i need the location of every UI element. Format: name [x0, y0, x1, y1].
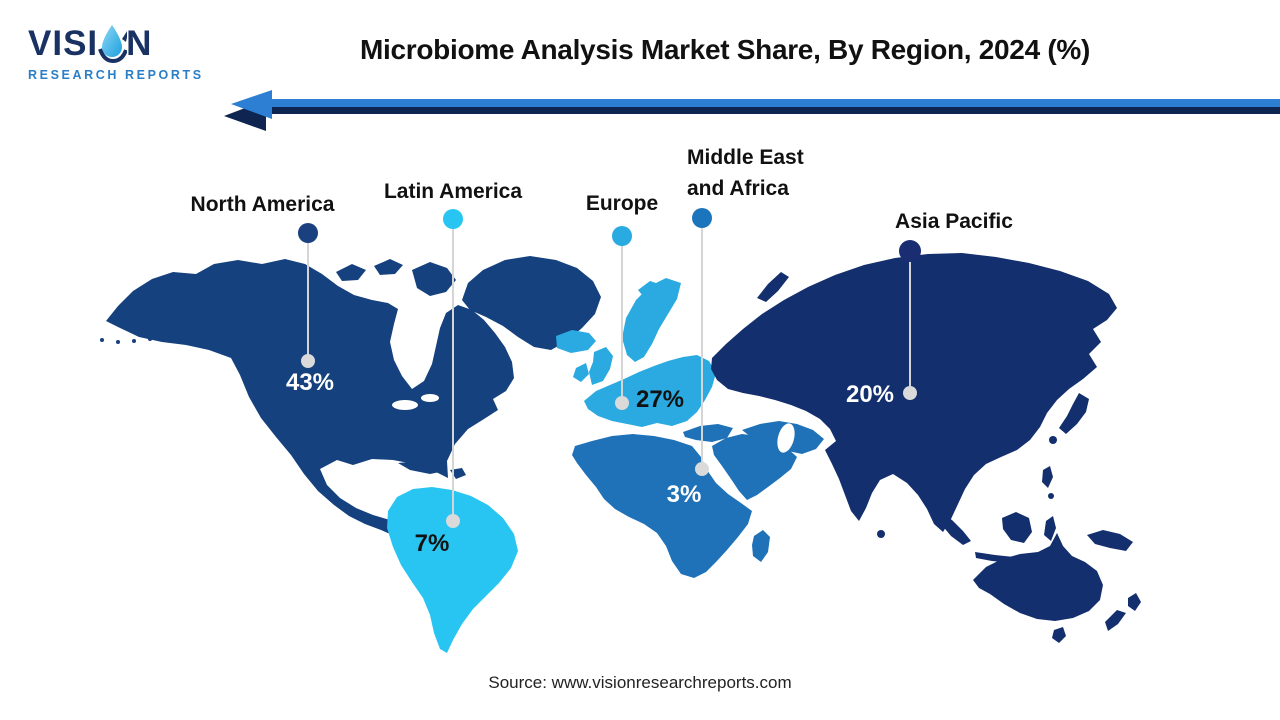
- value-north-america: 43%: [285, 369, 335, 396]
- sumatra: [939, 512, 971, 545]
- new-zealand-south: [1105, 610, 1126, 631]
- dot-asia-pacific: [899, 240, 921, 262]
- label-asia-pacific: Asia Pacific: [895, 210, 1013, 233]
- leader-endpoint: [615, 396, 629, 410]
- turkey: [683, 424, 733, 442]
- leader-endpoints: [301, 354, 917, 528]
- leader-endpoint: [695, 462, 709, 476]
- borneo: [1002, 512, 1032, 543]
- logo-text-left: VISI: [28, 24, 99, 63]
- philippines-island: [1048, 493, 1054, 499]
- canadian-archipelago: [336, 264, 366, 281]
- value-latin-america: 7%: [414, 530, 450, 557]
- arrow-light-head: [231, 90, 272, 119]
- logo-text-right: N: [126, 24, 153, 63]
- caspian-sea: [777, 423, 795, 453]
- divider-arrow-icon: [224, 90, 1280, 131]
- arabian-peninsula: [712, 434, 797, 500]
- svalbard: [638, 281, 662, 296]
- logo-brand-text: VISI N: [28, 22, 218, 66]
- arrow-light-bar: [268, 99, 1280, 107]
- south-america: [387, 487, 518, 653]
- new-guinea: [1087, 530, 1133, 551]
- new-zealand-north: [1128, 593, 1141, 611]
- great-lakes: [392, 400, 418, 410]
- label-middle-east-africa: Middle East and Africa: [687, 146, 804, 200]
- australia: [973, 533, 1103, 621]
- leader-lines: [307, 228, 911, 520]
- aleutian-island: [132, 339, 136, 343]
- canadian-archipelago: [374, 259, 403, 275]
- cuba: [398, 461, 445, 474]
- region-dots: [298, 208, 921, 262]
- greenland: [462, 256, 601, 350]
- baffin-island: [412, 262, 456, 296]
- tasmania: [1052, 627, 1066, 643]
- dot-north-america: [298, 223, 318, 243]
- scandinavia: [622, 278, 681, 362]
- dot-europe: [612, 226, 632, 246]
- japan-island: [1049, 436, 1057, 444]
- japan: [1059, 393, 1089, 434]
- source-text: Source: www.visionresearchreports.com: [488, 673, 792, 692]
- logo-tagline: RESEARCH REPORTS: [28, 68, 204, 82]
- novaya-zemlya: [757, 272, 789, 302]
- leader-endpoint: [903, 386, 917, 400]
- sakhalin: [1057, 357, 1069, 388]
- value-asia-pacific: 20%: [845, 381, 895, 408]
- leader-endpoint: [446, 514, 460, 528]
- page-title: Microbiome Analysis Market Share, By Reg…: [360, 34, 1090, 65]
- great-lakes: [421, 394, 439, 402]
- region-north-america: [100, 256, 601, 537]
- region-europe: [556, 278, 716, 427]
- label-europe: Europe: [585, 192, 659, 215]
- dot-latin-america: [443, 209, 463, 229]
- leader-endpoint: [301, 354, 315, 368]
- aleutian-island: [148, 337, 152, 341]
- dot-middle-east-africa: [692, 208, 712, 228]
- sri-lanka: [877, 530, 885, 538]
- great-britain: [589, 347, 613, 385]
- droplet-logo-icon: [98, 25, 128, 64]
- black-sea: [693, 412, 727, 424]
- region-latin-america: [387, 487, 518, 653]
- label-latin-america: Latin America: [383, 180, 523, 203]
- north-america-mainland: [106, 259, 514, 537]
- sulawesi: [1044, 516, 1056, 541]
- europe-mainland: [584, 355, 716, 427]
- madagascar: [752, 530, 770, 562]
- brand-logo: VISI N RESEARCH REPORTS: [28, 22, 218, 82]
- philippines: [1042, 466, 1053, 488]
- aleutian-island: [100, 338, 104, 342]
- value-europe: 27%: [635, 386, 685, 413]
- value-middle-east-africa: 3%: [666, 481, 702, 508]
- ireland: [573, 363, 589, 382]
- iceland: [556, 330, 596, 353]
- aleutian-island: [116, 340, 120, 344]
- label-north-america: North America: [190, 193, 335, 216]
- arrow-dark-bar: [262, 107, 1280, 114]
